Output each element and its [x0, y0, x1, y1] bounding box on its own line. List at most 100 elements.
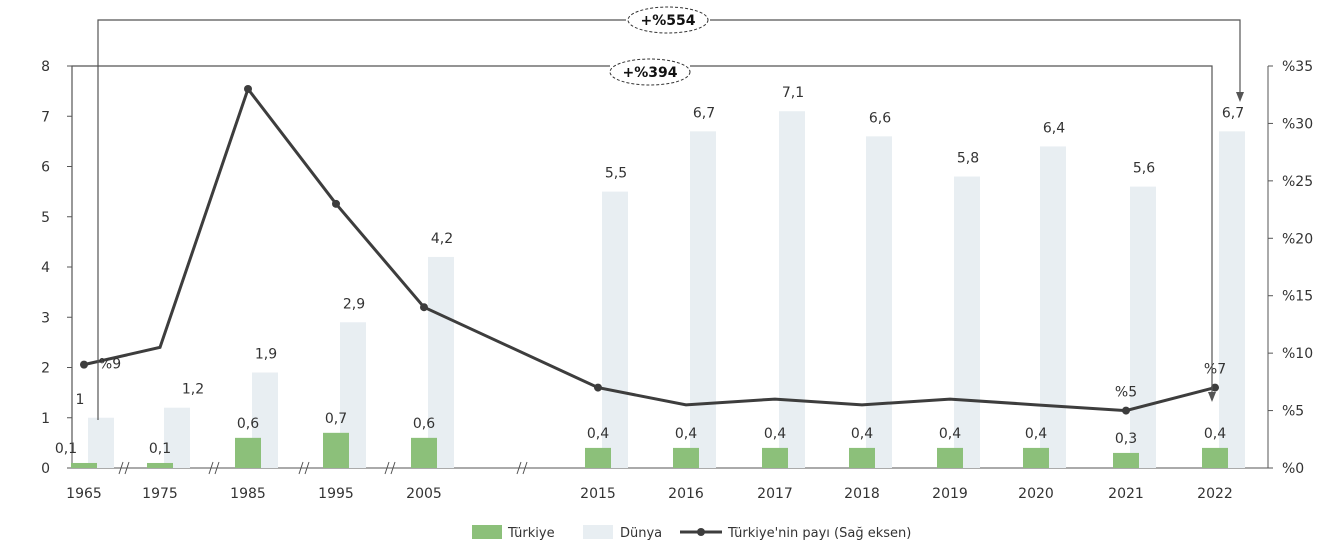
annotations-group: +%554 +%394	[71, 6, 1244, 452]
turkiye-value-label: 0,7	[325, 411, 347, 427]
turkiye-bar	[849, 447, 875, 468]
turkiye-bar	[71, 462, 97, 468]
right-axis-tick-label: %10	[1282, 346, 1313, 362]
world-bar	[428, 256, 454, 468]
turkiye-value-label: 0,4	[675, 426, 697, 442]
turkiye-bar	[585, 447, 611, 468]
left-axis-tick-label: 5	[41, 210, 50, 226]
turkiye-bar	[1202, 447, 1228, 468]
axis-break-mark	[384, 461, 396, 475]
turkey-change-bracket	[71, 65, 1213, 452]
turkiye-value-label: 0,1	[149, 441, 171, 457]
x-axis-tick-label: 1995	[318, 486, 354, 502]
turkiye-value-label: 0,4	[1025, 426, 1047, 442]
share-point	[1122, 406, 1130, 415]
x-axis-tick-label: 2019	[932, 486, 968, 502]
left-axis-tick-label: 4	[41, 260, 50, 276]
turkiye-bar	[323, 432, 349, 468]
x-axis-tick-label: 2021	[1108, 486, 1144, 502]
share-value-label: %7	[1204, 362, 1226, 378]
world-value-label: 6,7	[693, 105, 715, 121]
turkiye-value-label: 0,4	[587, 426, 609, 442]
left-axis-tick-label: 8	[41, 59, 50, 75]
right-axis-tick-label: %30	[1282, 116, 1313, 132]
left-axis-tick-label: 0	[41, 461, 50, 477]
turkiye-value-label: 0,4	[1204, 426, 1226, 442]
share-point	[80, 360, 88, 369]
world-bar	[1219, 131, 1245, 468]
x-axis-tick-label: 2015	[580, 486, 616, 502]
left-axis-tick-label: 3	[41, 310, 50, 326]
turkiye-bar	[411, 437, 437, 468]
turkiye-value-label: 0,3	[1115, 431, 1137, 447]
world-value-label: 7,1	[782, 85, 804, 101]
world-bar	[602, 191, 628, 468]
x-axis-tick-label: 2020	[1018, 486, 1054, 502]
turkiye-bar	[1023, 447, 1049, 468]
world-bar	[779, 111, 805, 468]
world-change-annotation: +%554	[641, 13, 696, 29]
turkiye-value-label: 0,4	[939, 426, 961, 442]
axis-break-mark	[208, 461, 220, 475]
world-value-label: 5,6	[1133, 161, 1155, 177]
left-axis-tick-label: 6	[41, 160, 50, 176]
x-axis-tick-label: 2018	[844, 486, 880, 502]
world-value-label: 1,9	[255, 347, 277, 363]
right-axis-tick-label: %20	[1282, 231, 1313, 247]
legend-swatch-turkiye	[472, 525, 502, 539]
turkiye-bar	[1113, 452, 1139, 468]
share-point	[594, 383, 602, 392]
turkiye-bar	[937, 447, 963, 468]
world-change-bracket	[97, 19, 1241, 420]
world-change-arrow	[1236, 92, 1244, 102]
turkiye-bar	[673, 447, 699, 468]
left-axis-tick-label: 7	[41, 109, 50, 125]
share-point	[420, 303, 428, 312]
turkiye-bar	[147, 462, 173, 468]
share-value-label: %5	[1115, 385, 1137, 401]
legend: Türkiye Dünya Türkiye'nin payı (Sağ ekse…	[472, 525, 911, 541]
x-axis-tick-label: 2005	[406, 486, 442, 502]
share-point	[244, 84, 252, 93]
share-point	[1211, 383, 1219, 392]
right-axis-tick-label: %35	[1282, 59, 1313, 75]
x-axis-tick-label: 2017	[757, 486, 793, 502]
world-value-label: 2,9	[343, 296, 365, 312]
turkiye-value-label: 0,4	[851, 426, 873, 442]
legend-label-share: Türkiye'nin payı (Sağ eksen)	[727, 526, 911, 541]
world-value-label: 5,8	[957, 151, 979, 167]
world-value-label: 6,7	[1222, 105, 1244, 121]
legend-marker-share	[697, 528, 705, 536]
turkiye-value-label: 0,1	[55, 441, 77, 457]
legend-label-turkiye: Türkiye	[507, 526, 555, 541]
legend-swatch-dunya	[583, 525, 613, 539]
world-value-label: 5,5	[605, 166, 627, 182]
left-axis-tick-label: 2	[41, 361, 50, 377]
x-axis-tick-label: 1975	[142, 486, 178, 502]
right-axis-tick-label: %15	[1282, 289, 1313, 305]
turkiye-value-label: 0,6	[413, 416, 435, 432]
axes-group: 0 1 2 3 4 5 6 7 8 %0 %5 %10 %15 %20 %25 %30 %35 1965 1975 1…	[41, 59, 1313, 502]
x-axis-tick-label: 1985	[230, 486, 266, 502]
turkey-change-arrow	[1208, 392, 1216, 402]
right-axis-tick-label: %25	[1282, 174, 1313, 190]
right-axis-tick-label: %5	[1282, 404, 1304, 420]
axis-break-mark	[118, 461, 130, 475]
axis-break-mark	[516, 461, 528, 475]
turkiye-value-label: 0,6	[237, 416, 259, 432]
world-bar	[88, 417, 114, 468]
share-point	[332, 199, 340, 208]
bars-group	[71, 111, 1245, 469]
world-bar	[690, 131, 716, 468]
share-line-group	[80, 84, 1219, 415]
world-bar	[164, 407, 190, 468]
turkiye-value-label: 0,4	[764, 426, 786, 442]
world-value-label: 6,6	[869, 110, 891, 126]
legend-label-dunya: Dünya	[620, 526, 662, 541]
x-axis-tick-label: 1965	[66, 486, 102, 502]
share-value-label: %9	[99, 357, 121, 373]
right-axis-tick-label: %0	[1282, 461, 1304, 477]
world-value-label: 6,4	[1043, 120, 1065, 136]
turkey-change-ellipse	[609, 58, 691, 86]
